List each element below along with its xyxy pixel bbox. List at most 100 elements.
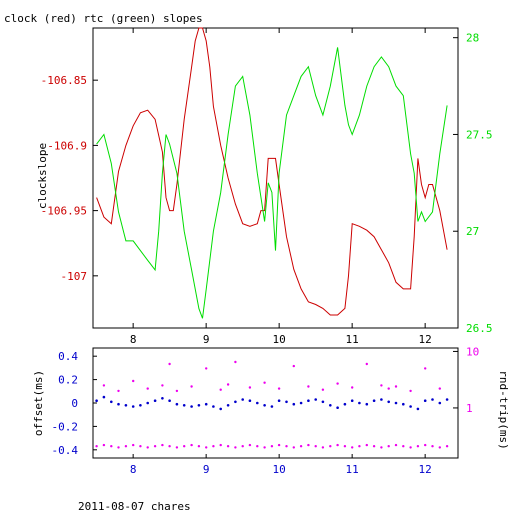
roundtrip-baseline-point	[292, 446, 295, 449]
roundtrip-baseline-point	[321, 446, 325, 449]
roundtrip-spike-point	[438, 387, 441, 390]
offset-point	[153, 399, 157, 403]
roundtrip-baseline-point	[351, 446, 354, 449]
chart-title: clock (red) rtc (green) slopes	[4, 12, 203, 25]
roundtrip-baseline-point	[205, 446, 208, 449]
roundtrip-baseline-point	[263, 446, 266, 449]
top-plot-frame	[92, 27, 459, 329]
clock-slope-line	[96, 27, 448, 316]
roundtrip-spike-point	[234, 360, 237, 364]
offset-point	[263, 404, 266, 407]
roundtrip-baseline-point	[343, 445, 347, 448]
offset-point	[255, 401, 259, 405]
bottom-y-left-ticks: 0.4 0.2 0 -0.2 -0.4	[52, 350, 97, 457]
roundtrip-baseline-point	[402, 445, 405, 448]
roundtrip-baseline-point	[219, 443, 222, 447]
roundtrip-baseline-point	[387, 445, 390, 448]
roundtrip-baseline-point	[380, 446, 383, 449]
offset-point	[146, 401, 149, 405]
offset-point	[343, 402, 347, 406]
bottom-x-tick-label: 8	[130, 463, 137, 476]
roundtrip-spike-point	[161, 384, 164, 387]
roundtrip-spike-point	[387, 387, 390, 390]
roundtrip-baseline-point	[358, 445, 361, 448]
roundtrip-baseline-point	[314, 445, 317, 448]
top-x-tick-label: 12	[419, 333, 432, 346]
bottom-x-tick-label: 9	[203, 463, 210, 476]
offset-point	[197, 404, 201, 407]
bottom-x-tick-label: 11	[346, 463, 359, 476]
top-y-right-tick-label: 27	[466, 225, 479, 238]
offset-point	[307, 399, 310, 403]
bottom-panel: 8 9 10 11 12 0.40.20-0.2-0.4 110 offset(ms) …	[32, 345, 510, 476]
offset-point	[336, 406, 339, 410]
roundtrip-baseline-point	[248, 443, 252, 447]
offset-point	[124, 404, 128, 407]
bottom-x-tick-label: 12	[419, 463, 432, 476]
roundtrip-spike-point	[248, 386, 252, 389]
bottom-y-right-tick-label: 1	[466, 402, 473, 415]
offset-point	[219, 407, 222, 411]
offset-point	[299, 401, 303, 405]
bottom-y-right-label: rnd-trip(ms)	[497, 370, 510, 449]
bottom-y-left-tick-label: 0	[71, 397, 78, 410]
roundtrip-spike-point	[307, 385, 310, 388]
offset-point	[182, 404, 186, 407]
bottom-y-left-tick-label: -0.4	[52, 444, 79, 457]
bottom-points	[95, 360, 449, 449]
bottom-y-left-tick-label: -0.2	[52, 420, 79, 433]
bottom-x-ticks: 8 9 10 11 12	[130, 454, 432, 476]
roundtrip-spike-point	[380, 384, 383, 387]
offset-point	[212, 405, 215, 408]
roundtrip-baseline-point	[226, 445, 230, 448]
bottom-y-left-label: offset(ms)	[32, 370, 45, 436]
offset-point	[168, 399, 171, 403]
top-y-left-tick-label: -106.85	[41, 74, 87, 87]
offset-point	[402, 402, 405, 406]
roundtrip-baseline-point	[183, 445, 186, 448]
roundtrip-spike-point	[365, 362, 368, 366]
top-y-left-label: clockslope	[36, 143, 49, 209]
bottom-y-right-tick-label: 10	[466, 345, 479, 358]
roundtrip-baseline-point	[124, 445, 128, 448]
offset-point	[131, 405, 135, 408]
offset-point	[380, 398, 383, 401]
roundtrip-baseline-point	[197, 445, 201, 448]
top-y-right-tick-label: 26.5	[466, 322, 493, 335]
bottom-x-tick-label: 10	[273, 463, 286, 476]
offset-point	[292, 402, 296, 406]
offset-point	[117, 402, 120, 406]
top-x-tick-label: 9	[203, 333, 210, 346]
roundtrip-spike-point	[146, 387, 149, 390]
roundtrip-baseline-point	[256, 445, 259, 448]
roundtrip-spike-point	[292, 364, 295, 368]
roundtrip-baseline-point	[394, 443, 398, 447]
bottom-y-left-tick-label: 0.2	[58, 374, 78, 387]
offset-point	[387, 400, 391, 404]
roundtrip-baseline-point	[175, 446, 179, 449]
top-x-ticks: 8 9 10 11 12	[130, 28, 432, 346]
top-y-right-ticks: 26.5 27 27.5 28	[453, 32, 493, 335]
roundtrip-spike-point	[351, 386, 354, 389]
rtc-slope-line	[96, 47, 448, 319]
roundtrip-spike-point	[424, 367, 427, 370]
offset-point	[314, 398, 318, 401]
bottom-y-left-tick-label: 0.4	[58, 350, 78, 363]
roundtrip-baseline-point	[95, 445, 98, 448]
roundtrip-baseline-point	[270, 445, 274, 448]
roundtrip-baseline-point	[336, 443, 339, 447]
roundtrip-baseline-point	[431, 445, 434, 448]
top-x-tick-label: 8	[130, 333, 137, 346]
roundtrip-baseline-point	[329, 445, 332, 448]
offset-point	[350, 399, 354, 403]
offset-point	[248, 399, 252, 403]
top-y-left-ticks: -106.85 -106.9 -106.95 -107	[41, 74, 98, 283]
offset-point	[329, 404, 332, 407]
roundtrip-baseline-point	[117, 446, 120, 449]
offset-point	[95, 399, 98, 403]
roundtrip-spike-point	[102, 384, 106, 387]
offset-point	[423, 399, 427, 403]
roundtrip-spike-point	[190, 385, 193, 388]
offset-point	[365, 402, 369, 406]
